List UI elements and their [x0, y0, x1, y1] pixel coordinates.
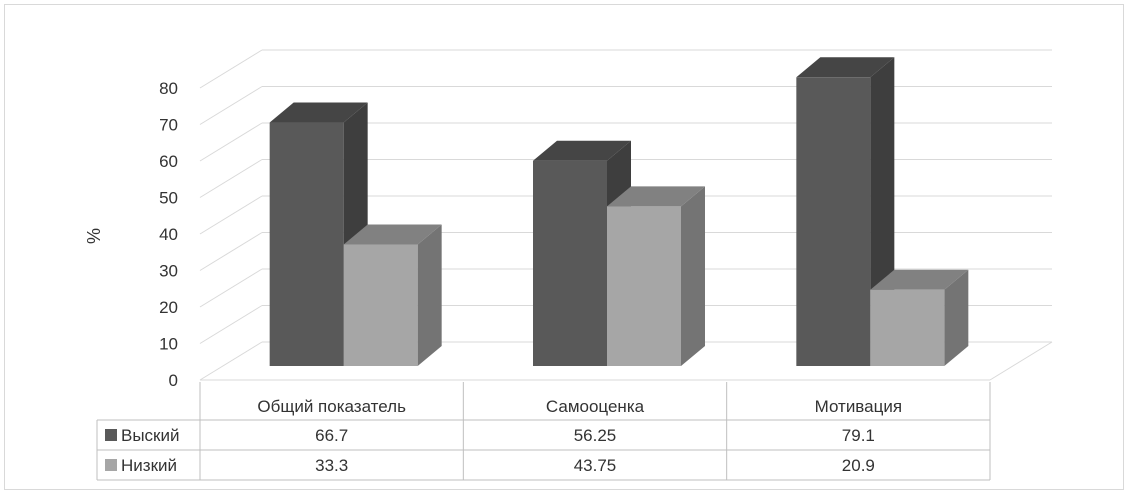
bar-top-face [796, 57, 895, 78]
gridline-side [199, 159, 263, 198]
gridline-side [199, 341, 263, 381]
bar-top-face [343, 224, 442, 245]
legend-label: Низкий [121, 456, 177, 475]
bar-front-face [343, 244, 418, 366]
bars-layer [269, 57, 969, 367]
table-cell-value: 66.7 [315, 426, 348, 445]
y-tick-label: 30 [159, 262, 178, 281]
bar-low-3 [870, 269, 969, 366]
bar-side-face [417, 224, 442, 366]
y-axis-label: % [84, 228, 104, 244]
legend-label: Выский [121, 426, 180, 445]
gridline-side [199, 232, 263, 271]
bar-low-2 [607, 186, 705, 366]
bar-high-3 [796, 57, 895, 366]
y-tick-label: 20 [159, 298, 178, 317]
category-label: Самооценка [546, 397, 645, 416]
bar-front-face [607, 206, 681, 366]
bar-side-face [944, 269, 969, 366]
axis-layer: 0 10 20 30 40 50 60 70 80 [159, 79, 178, 390]
bar-side-face [681, 186, 705, 366]
bar-top-face [607, 186, 705, 207]
table-cell-value: 43.75 [574, 456, 617, 475]
table-cell-value: 20.9 [842, 456, 875, 475]
category-label: Мотивация [815, 397, 902, 416]
table-cell-value: 56.25 [574, 426, 617, 445]
gridline-side [199, 195, 263, 235]
gridline-side [199, 86, 263, 125]
bar-high-1 [269, 102, 368, 367]
bar-front-face [796, 77, 871, 366]
y-tick-label: 10 [159, 335, 178, 354]
y-tick-label: 70 [159, 116, 178, 135]
legend-swatch [105, 429, 117, 441]
bar-top-face [870, 269, 969, 290]
floor-right-edge [989, 341, 1053, 381]
category-label: Общий показатель [257, 397, 406, 416]
bar-front-face [870, 289, 945, 366]
legend-swatch [105, 459, 117, 471]
data-table: Общий показатель Самооценка Мотивация Выски… [96, 382, 991, 481]
gridline-side [199, 305, 263, 344]
bar-front-face [269, 122, 344, 366]
bar-top-face [269, 102, 368, 123]
bar-front-face [533, 160, 607, 366]
gridline-side [199, 268, 263, 308]
gridline-side [199, 122, 263, 162]
y-tick-label: 60 [159, 152, 178, 171]
y-tick-label: 80 [159, 79, 178, 98]
bar-low-1 [343, 224, 442, 366]
table-cell-value: 33.3 [315, 456, 348, 475]
table-cell-value: 79.1 [842, 426, 875, 445]
y-tick-label: 50 [159, 189, 178, 208]
y-tick-label: 0 [169, 371, 178, 390]
y-tick-label: 40 [159, 225, 178, 244]
gridline-side [199, 49, 263, 89]
bar-top-face [533, 140, 631, 161]
